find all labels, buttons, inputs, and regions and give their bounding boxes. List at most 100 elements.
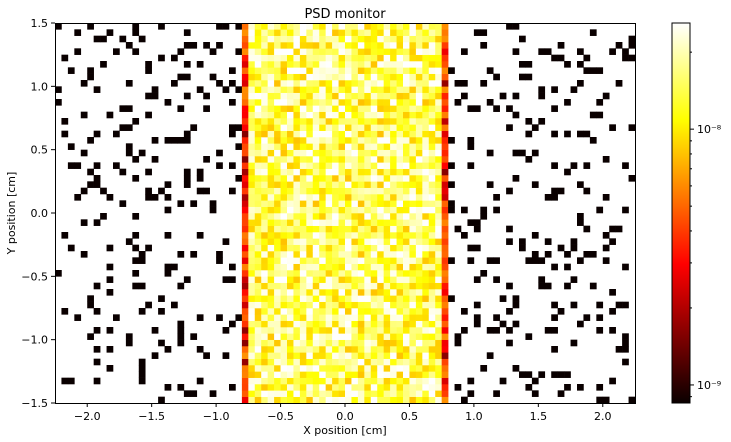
heatmap-cell (493, 276, 500, 283)
heatmap-cell (222, 276, 230, 283)
heatmap-cell (390, 130, 397, 138)
heatmap-cell (274, 365, 281, 372)
heatmap-cell (319, 187, 326, 195)
heatmap-cell (422, 358, 430, 366)
heatmap-cell (415, 213, 423, 220)
heatmap-cell (409, 200, 417, 207)
heatmap-cell (351, 149, 359, 157)
heatmap-cell (177, 339, 185, 347)
heatmap-cell (325, 346, 333, 353)
heatmap-cell (570, 276, 578, 283)
heatmap-cell (357, 377, 365, 385)
heatmap-cell (538, 371, 546, 378)
heatmap-cell (106, 194, 114, 201)
heatmap-cell (409, 124, 417, 131)
heatmap-cell (415, 251, 423, 258)
heatmap-cell (351, 308, 359, 315)
heatmap-cell (428, 73, 436, 81)
heatmap-cell (319, 365, 326, 372)
heatmap-cell (248, 320, 256, 328)
heatmap-cell (345, 244, 352, 252)
heatmap-cell (306, 301, 314, 309)
heatmap-cell (306, 346, 314, 353)
heatmap-cell (409, 384, 417, 391)
heatmap-cell (261, 257, 268, 264)
heatmap-cell (61, 54, 69, 62)
heatmap-cell (415, 282, 423, 290)
heatmap-cell (280, 276, 288, 283)
heatmap-cell (312, 23, 320, 30)
heatmap-cell (628, 124, 636, 131)
heatmap-cell (377, 346, 384, 353)
heatmap-cell (274, 29, 281, 36)
heatmap-cell (254, 194, 262, 201)
heatmap-cell (325, 187, 333, 195)
heatmap-cell (293, 346, 301, 353)
heatmap-cell (383, 200, 391, 207)
heatmap-cell (390, 295, 397, 302)
heatmap-cell (364, 42, 372, 49)
heatmap-cell (248, 396, 256, 404)
heatmap-cell (435, 213, 442, 220)
heatmap-cell (570, 86, 578, 93)
heatmap-cell (351, 270, 359, 277)
heatmap-cell (531, 149, 539, 157)
heatmap-cell (596, 396, 604, 404)
heatmap-cell (622, 301, 629, 309)
heatmap-cell (267, 206, 275, 214)
heatmap-cell (486, 99, 494, 106)
heatmap-cell (403, 118, 410, 125)
heatmap-cell (364, 61, 372, 68)
heatmap-cell (473, 276, 481, 283)
heatmap-cell (248, 270, 256, 277)
heatmap-cell (351, 194, 359, 201)
heatmap-cell (267, 48, 275, 55)
heatmap-cell (280, 282, 288, 290)
heatmap-cell (422, 42, 430, 49)
heatmap-cell (274, 48, 281, 55)
heatmap-cell (415, 29, 423, 36)
heatmap-cell (338, 187, 346, 195)
heatmap-cell (293, 23, 301, 30)
heatmap-cell (280, 29, 288, 36)
heatmap-cell (403, 270, 410, 277)
heatmap-cell (132, 282, 140, 290)
heatmap-cell (551, 301, 558, 309)
heatmap-cell (287, 371, 294, 378)
heatmap-cell (370, 86, 378, 93)
heatmap-cell (422, 232, 430, 239)
heatmap-cell (370, 257, 378, 264)
colorbar (671, 22, 691, 404)
heatmap-cell (267, 232, 275, 239)
heatmap-cell (293, 308, 301, 315)
heatmap-cell (415, 105, 423, 112)
heatmap-cell (280, 333, 288, 340)
heatmap-cell (364, 276, 372, 283)
heatmap-cell (538, 92, 546, 100)
heatmap-cell (525, 130, 533, 138)
heatmap-cell (428, 200, 436, 207)
heatmap-cell (441, 301, 449, 309)
heatmap-cell (274, 156, 281, 163)
heatmap-cell (138, 251, 146, 258)
heatmap-cell (254, 149, 262, 157)
heatmap-cell (241, 377, 249, 385)
heatmap-cell (338, 377, 346, 385)
heatmap-cell (577, 48, 584, 55)
heatmap-cell (241, 251, 249, 258)
heatmap-cell (325, 54, 333, 62)
heatmap-cell (422, 339, 430, 347)
heatmap-cell (428, 384, 436, 391)
heatmap-cell (345, 137, 352, 144)
heatmap-cell (422, 137, 430, 144)
heatmap-cell (441, 390, 449, 397)
heatmap-cell (441, 80, 449, 87)
heatmap-cell (383, 162, 391, 169)
heatmap-cell (280, 168, 288, 176)
heatmap-cell (261, 206, 268, 214)
heatmap-cell (287, 118, 294, 125)
heatmap-cell (428, 187, 436, 195)
heatmap-cell (319, 168, 326, 176)
heatmap-cell (499, 295, 507, 302)
heatmap-cell (319, 346, 326, 353)
